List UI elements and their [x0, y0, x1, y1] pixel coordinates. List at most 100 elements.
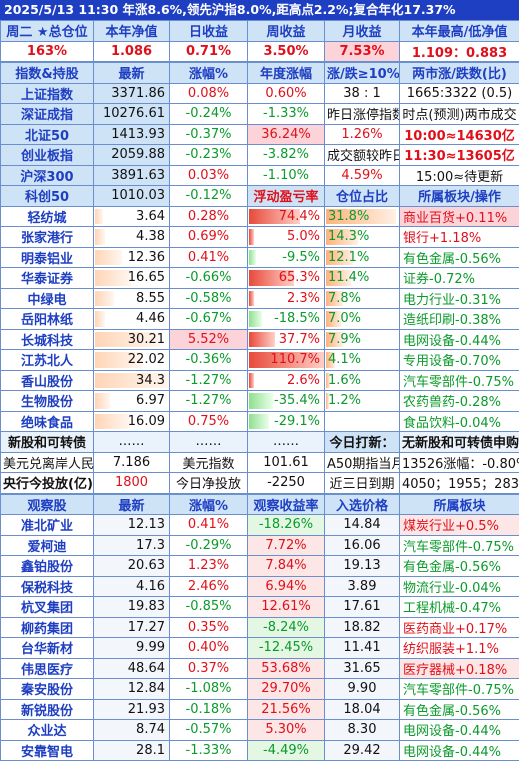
watch-sector: 汽车零部件-0.75%	[400, 679, 519, 700]
watch-header: 涨幅%	[170, 494, 248, 515]
holding-sector: 造纸印刷-0.38%	[400, 309, 519, 330]
holding-price-text: 34.3	[136, 373, 165, 388]
pnl-bar	[249, 250, 256, 266]
watch-price: 17.27	[94, 617, 170, 638]
holding-position: 14.3%	[325, 227, 400, 248]
watch-change: 0.35%	[170, 617, 248, 638]
pnl-bar	[249, 373, 254, 389]
holding-position-text: 7.8%	[328, 291, 361, 306]
holding-pnl-text: 74.4%	[279, 209, 320, 224]
index-price: 1010.03	[94, 186, 170, 207]
holding-position-text: 31.8%	[328, 209, 369, 224]
holding-price: 16.09	[94, 411, 170, 432]
holding-price: 34.3	[94, 370, 170, 391]
watch-sector: 医疗器械+0.18%	[400, 658, 519, 679]
portfolio-sheet: 2025/5/13 11:30 年涨8.6%,领先沪指8.0%,距高点2.2%;…	[0, 0, 519, 743]
holding-pnl-text: 5.0%	[287, 229, 320, 244]
index-change: 0.03%	[170, 165, 248, 186]
ytd-nav: 1.086	[94, 41, 170, 62]
watch-price: 19.83	[94, 597, 170, 618]
index-header: 指数&持股	[1, 63, 94, 84]
watch-sector: 医药商业+0.17%	[400, 617, 519, 638]
price-bar	[95, 393, 110, 409]
holding-name: 中绿电	[1, 288, 94, 309]
index-ytd: 36.24%	[248, 124, 325, 145]
dxy-value: 101.61	[248, 452, 325, 473]
new-issues-label: 新股和可转债	[1, 432, 94, 453]
total-position: 163%	[1, 41, 94, 62]
watch-entry: 31.65	[325, 658, 400, 679]
watch-name: 众业达	[1, 720, 94, 741]
watch-price: 17.3	[94, 535, 170, 556]
watch-entry: 11.41	[325, 638, 400, 659]
holding-position: 1.6%	[325, 370, 400, 391]
daily-return: 0.71%	[170, 41, 248, 62]
price-bar	[95, 209, 103, 225]
watch-entry: 18.04	[325, 699, 400, 720]
index-change: -0.37%	[170, 124, 248, 145]
new-issues-row: 新股和可转债 …… …… …… 今日打新： 无新股和可转债申购	[1, 432, 519, 453]
index-price: 10276.61	[94, 104, 170, 125]
watch-price: 21.93	[94, 699, 170, 720]
index-ytd: -3.82%	[248, 145, 325, 166]
monthly-return: 7.53%	[325, 41, 400, 62]
index-col5: 1.26%	[325, 124, 400, 145]
holding-position: 31.8%	[325, 206, 400, 227]
holding-price-text: 4.38	[136, 229, 165, 244]
watch-change: -1.08%	[170, 679, 248, 700]
pboc-injection-label: 央行今投放(亿)	[1, 473, 94, 494]
summary-values-row: 163% 1.086 0.71% 3.50% 7.53% 1.109：0.883	[1, 41, 519, 62]
holding-pnl: -9.5%	[248, 247, 325, 268]
watch-change: -0.57%	[170, 720, 248, 741]
index-header: 两市涨/跌数(比)	[400, 63, 519, 84]
price-bar	[95, 229, 105, 245]
holding-name: 江苏北人	[1, 350, 94, 371]
watch-sector: 工程机械-0.47%	[400, 597, 519, 618]
watch-name: 伟思医疗	[1, 658, 94, 679]
watch-price: 4.16	[94, 576, 170, 597]
holding-name: 绝味食品	[1, 411, 94, 432]
holding-position-text: 1.2%	[328, 393, 361, 408]
holding-price-text: 8.55	[136, 291, 165, 306]
price-bar	[95, 311, 105, 327]
watch-price: 28.1	[94, 740, 170, 761]
watch-entry: 9.90	[325, 679, 400, 700]
summary-header-row: 周二 ★总仓位 本年净值 日收益 周收益 月收益 本年最高/低净值	[1, 21, 519, 42]
holding-name: 长城科技	[1, 329, 94, 350]
watch-return: 5.30%	[248, 720, 325, 741]
holding-position-text: 12.1%	[328, 250, 369, 265]
ipo-today-value: 无新股和可转债申购	[400, 432, 519, 453]
watch-entry: 18.82	[325, 617, 400, 638]
holding-price-text: 16.65	[128, 270, 165, 285]
watch-change: -1.33%	[170, 740, 248, 761]
watch-price: 12.84	[94, 679, 170, 700]
holding-sector: 电网设备-0.44%	[400, 329, 519, 350]
